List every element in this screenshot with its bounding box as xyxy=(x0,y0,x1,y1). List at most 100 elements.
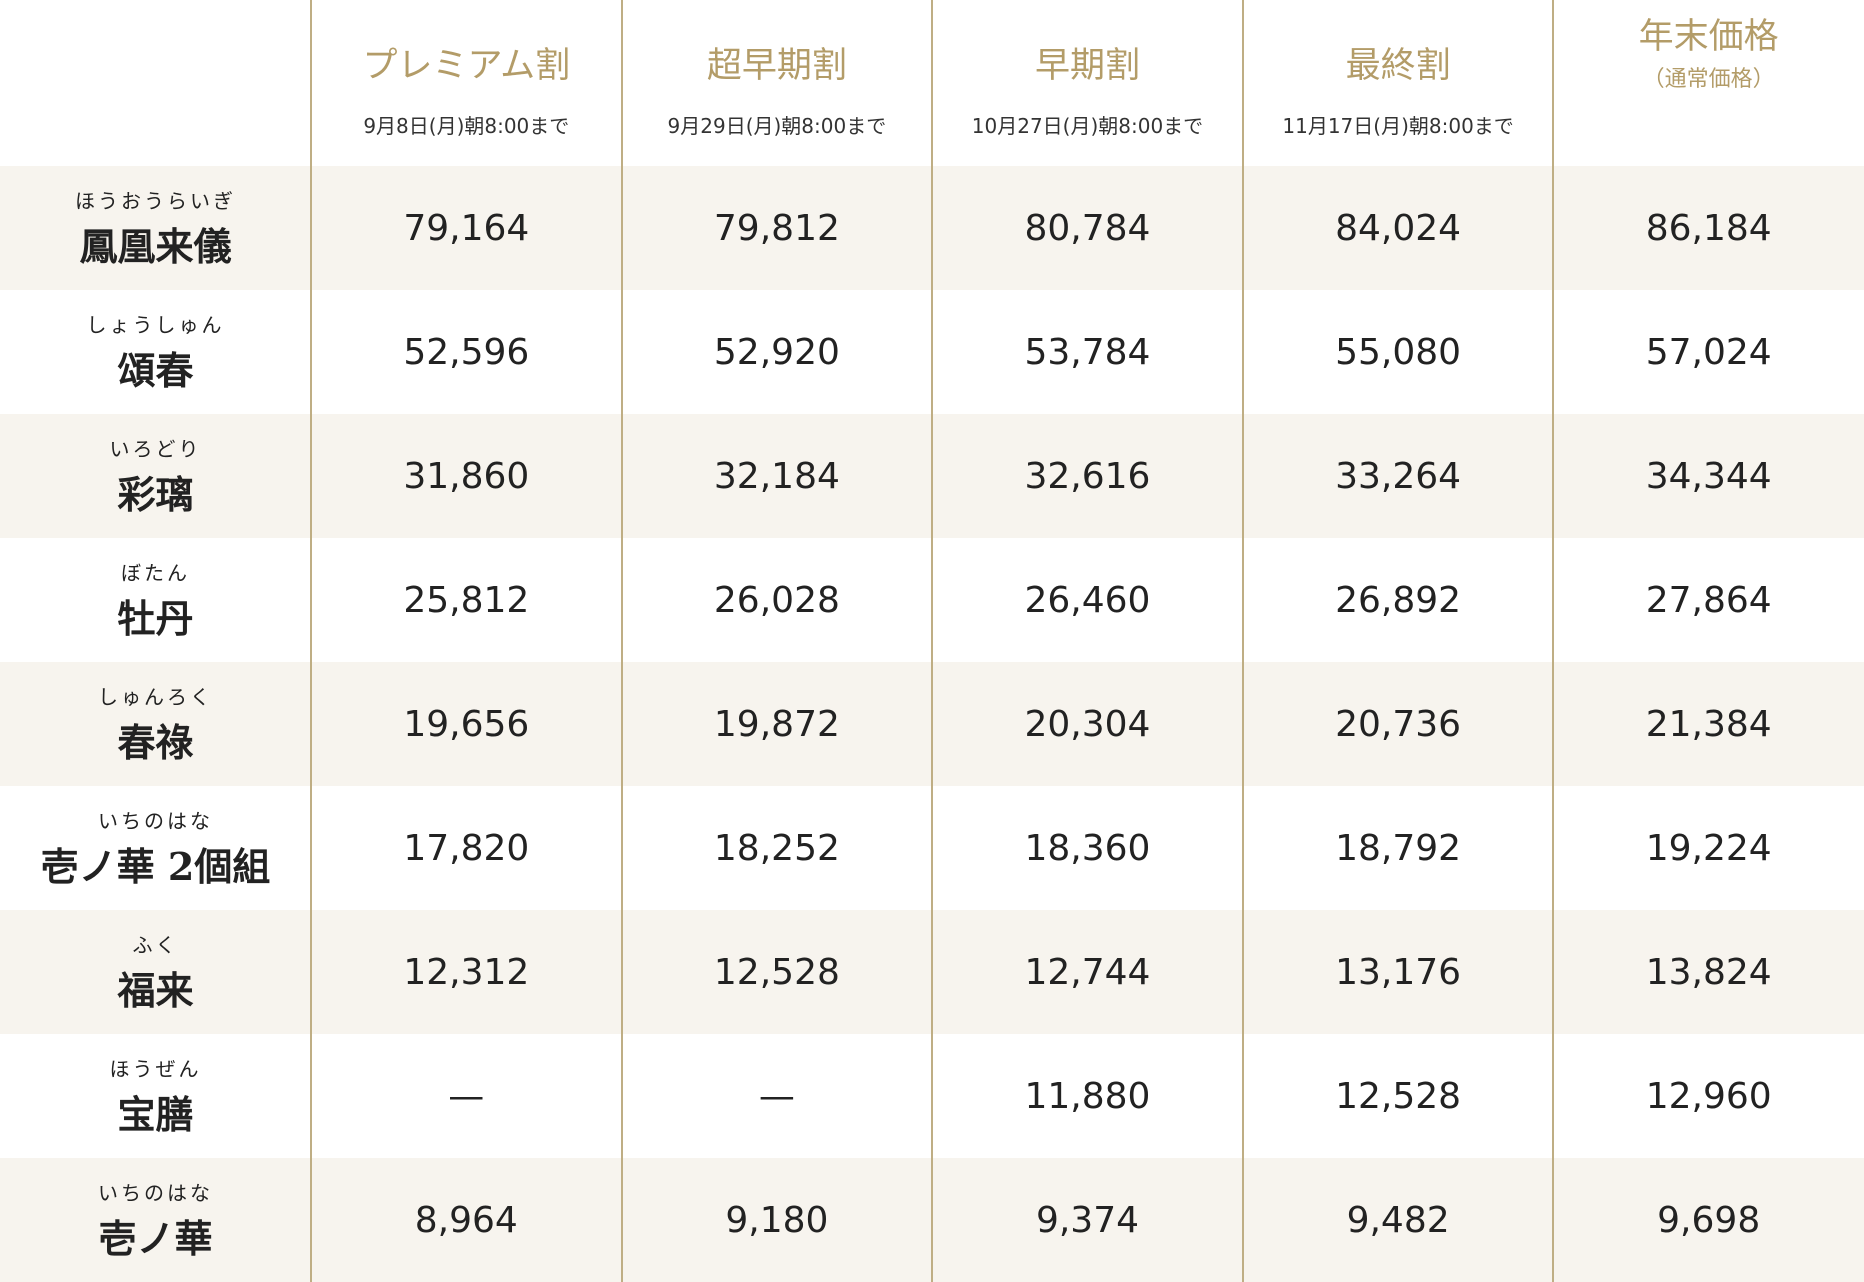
price: 11,880 xyxy=(1024,1075,1151,1117)
price-cell: 13,824 xyxy=(1553,910,1864,1034)
price-cell: 11,880 xyxy=(932,1034,1243,1158)
column-divider xyxy=(310,0,312,1282)
price: 19,656 xyxy=(403,703,530,745)
price: 32,184 xyxy=(713,455,840,497)
price: 9,482 xyxy=(1346,1199,1450,1241)
price-cell: 52,920 xyxy=(622,290,933,414)
price-cell: 32,184 xyxy=(622,414,933,538)
price: 18,252 xyxy=(713,827,840,869)
price: 12,960 xyxy=(1645,1075,1772,1117)
ruby: いちのはな xyxy=(98,1181,213,1205)
column-title: 最終割 xyxy=(1345,46,1451,86)
ruby: ほうぜん xyxy=(109,1057,202,1081)
row-header: ふく 福来 xyxy=(0,910,311,1034)
price-cell: 17,820 xyxy=(311,786,622,910)
price-cell: 9,482 xyxy=(1243,1158,1554,1282)
ruby: ほうおうらいぎ xyxy=(75,189,236,213)
price-cell: 26,028 xyxy=(622,538,933,662)
price-cell: 80,784 xyxy=(932,166,1243,290)
price: 26,028 xyxy=(713,579,840,621)
price: 25,812 xyxy=(403,579,530,621)
price-cell: 34,344 xyxy=(1553,414,1864,538)
column-divider xyxy=(1552,0,1555,1282)
ruby: しゅんろく xyxy=(98,685,213,709)
price: — xyxy=(448,1075,485,1117)
price: 55,080 xyxy=(1335,331,1462,373)
price-cell: 32,616 xyxy=(932,414,1243,538)
row-header: しょうしゅん 頌春 xyxy=(0,290,311,414)
ruby: ふく xyxy=(132,933,179,957)
header-cell: 超早期割 9月29日(月)朝8:00まで xyxy=(622,0,933,166)
column-divider xyxy=(931,0,934,1282)
product-name: 彩璃 xyxy=(117,472,194,517)
price-cell: 31,860 xyxy=(311,414,622,538)
product-name: 宝膳 xyxy=(117,1092,194,1137)
price-cell: 27,864 xyxy=(1553,538,1864,662)
price-cell: 79,164 xyxy=(311,166,622,290)
product-name: 壱ノ華 xyxy=(98,1216,213,1261)
price: 20,736 xyxy=(1335,703,1462,745)
price-cell: 33,264 xyxy=(1243,414,1554,538)
column-note: 9月29日(月)朝8:00まで xyxy=(667,114,887,138)
column-divider xyxy=(620,0,623,1282)
header-cell: プレミアム割 9月8日(月)朝8:00まで xyxy=(311,0,622,166)
product-name: 壱ノ華 2個組 xyxy=(40,844,271,889)
ruby: ぼたん xyxy=(121,561,190,585)
column-note: 11月17日(月)朝8:00まで xyxy=(1282,114,1514,138)
ruby: いろどり xyxy=(109,437,202,461)
price: 57,024 xyxy=(1645,331,1772,373)
price: 19,872 xyxy=(713,703,840,745)
price-cell: 9,180 xyxy=(622,1158,933,1282)
price: 20,304 xyxy=(1024,703,1151,745)
header-cell: 年末価格 （通常価格） xyxy=(1553,0,1864,166)
price-cell: 26,892 xyxy=(1243,538,1554,662)
price-cell: 26,460 xyxy=(932,538,1243,662)
price: 13,176 xyxy=(1335,951,1462,993)
price: 26,892 xyxy=(1335,579,1462,621)
row-header: しゅんろく 春祿 xyxy=(0,662,311,786)
price: 53,784 xyxy=(1024,331,1151,373)
product-name: 頌春 xyxy=(117,348,194,393)
price: 12,528 xyxy=(713,951,840,993)
column-note: 9月8日(月)朝8:00まで xyxy=(363,114,570,138)
price: 34,344 xyxy=(1645,455,1772,497)
price: 9,180 xyxy=(725,1199,829,1241)
row-header: いろどり 彩璃 xyxy=(0,414,311,538)
price: 86,184 xyxy=(1645,207,1772,249)
product-name: 春祿 xyxy=(117,720,194,765)
price: — xyxy=(758,1075,795,1117)
price-cell: 13,176 xyxy=(1243,910,1554,1034)
column-title: 年末価格 xyxy=(1638,17,1779,57)
price-cell: 19,224 xyxy=(1553,786,1864,910)
price-cell: 12,528 xyxy=(622,910,933,1034)
price-cell: 18,360 xyxy=(932,786,1243,910)
row-header: ほうぜん 宝膳 xyxy=(0,1034,311,1158)
price: 18,360 xyxy=(1024,827,1151,869)
price: 27,864 xyxy=(1645,579,1772,621)
row-header: ほうおうらいぎ鳳凰来儀 xyxy=(0,166,311,290)
column-title: 早期割 xyxy=(1034,46,1140,86)
price-cell: — xyxy=(622,1034,933,1158)
column-note: （通常価格） xyxy=(1642,67,1775,92)
product-name: 鳳凰来儀 xyxy=(79,224,232,269)
price-cell: 12,312 xyxy=(311,910,622,1034)
price: 80,784 xyxy=(1024,207,1151,249)
price-cell: 57,024 xyxy=(1553,290,1864,414)
price-cell: 19,872 xyxy=(622,662,933,786)
price: 12,312 xyxy=(403,951,530,993)
price-cell: 18,252 xyxy=(622,786,933,910)
column-title: プレミアム割 xyxy=(362,46,571,86)
column-note: 10月27日(月)朝8:00まで xyxy=(971,114,1204,138)
price-cell: 25,812 xyxy=(311,538,622,662)
price: 19,224 xyxy=(1645,827,1772,869)
price: 84,024 xyxy=(1335,207,1462,249)
price: 9,374 xyxy=(1035,1199,1140,1241)
row-header: いちのはな 壱ノ華 xyxy=(0,1158,311,1282)
price-cell: 79,812 xyxy=(622,166,933,290)
price-cell: 12,744 xyxy=(932,910,1243,1034)
price: 31,860 xyxy=(403,455,530,497)
price-cell: 12,528 xyxy=(1243,1034,1554,1158)
price: 9,698 xyxy=(1657,1199,1761,1241)
price: 79,812 xyxy=(713,207,840,249)
row-header: いちのはな 壱ノ華 2個組 xyxy=(0,786,311,910)
